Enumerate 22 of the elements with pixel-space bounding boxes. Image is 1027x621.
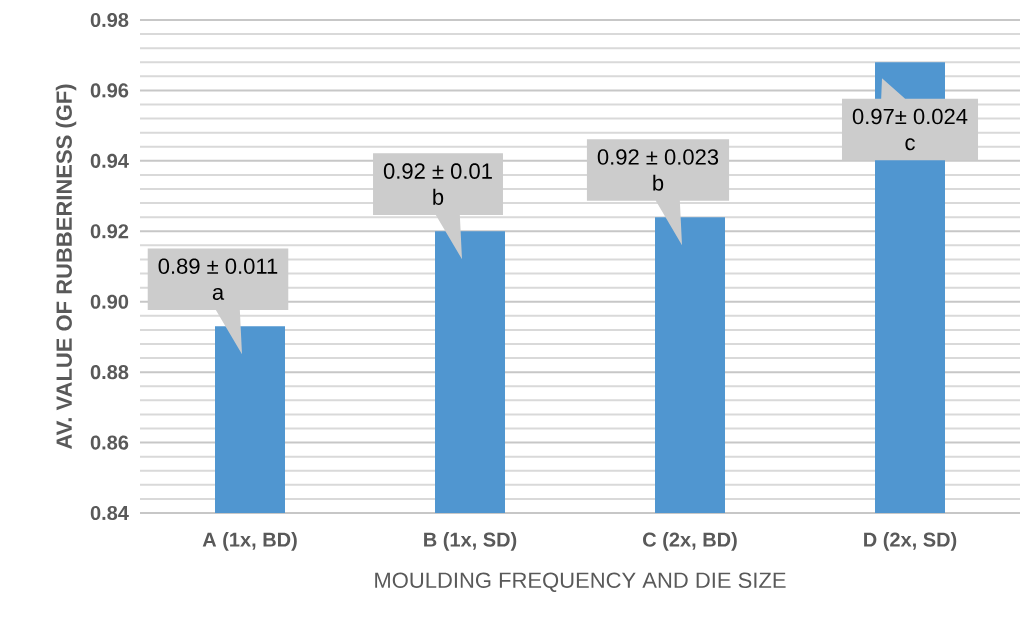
annotation: b [433,188,444,205]
y-tick-label: 0.94 [90,153,129,168]
annotation: 0.89 ± 0.011 [158,258,278,274]
annotation: 0.92 ± 0.01 [383,163,492,179]
y-tick-label: 0.86 [90,435,129,450]
y-tick-label: 0.88 [90,365,129,380]
x-tick-label: B (1x, SD) [424,532,517,551]
y-tick-label: 0.92 [90,224,129,239]
annotation: c [905,138,915,151]
y-tick-label: 0.90 [90,294,129,309]
annotation: 0.92 ± 0.023 [597,149,719,165]
annotation: a [212,287,225,300]
annotation: b [653,174,664,191]
y-tick-label: 0.84 [90,505,129,521]
y-axis-title: AV. VALUE OF RUBBERINESS (GF) [55,84,77,450]
annotation: 0.97± 0.024 [852,108,968,125]
x-tick-label: A (1x, BD) [202,532,297,551]
x-tick-label: D (2x, SD) [864,532,957,551]
x-tick-label: C (2x, BD) [643,532,737,551]
y-tick-label: 0.96 [90,83,129,98]
y-tick-label: 0.98 [90,12,129,28]
x-axis-title: MOULDING FREQUENCY AND DIE SIZE [375,572,786,592]
